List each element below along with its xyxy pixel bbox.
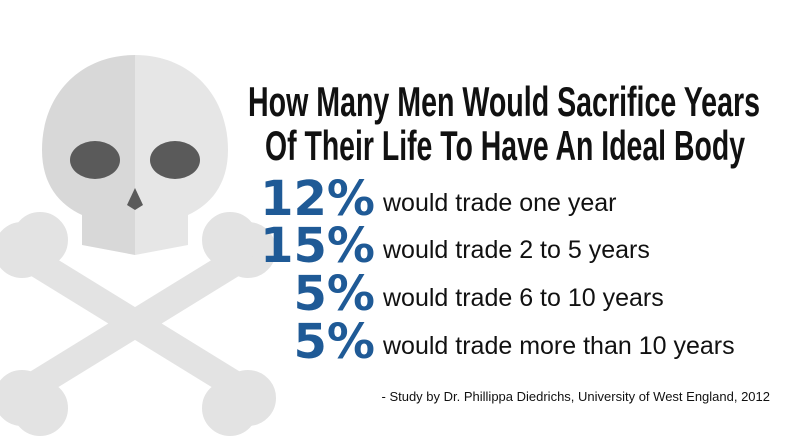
stat-percent: 5%: [294, 314, 376, 370]
title-line: How Many Men Would Sacrifice Years: [248, 78, 760, 125]
stat-text: would trade more than 10 years: [382, 332, 735, 360]
skull-crossbones: [0, 55, 276, 436]
stat-percent: 5%: [294, 266, 376, 322]
stat-text: would trade 2 to 5 years: [382, 236, 650, 264]
stat-percent: 15%: [260, 218, 375, 274]
title-line: Of Their Life To Have An Ideal Body: [265, 122, 745, 169]
stat-text: would trade one year: [382, 189, 616, 217]
source: - Study by Dr. Phillippa Diedrichs, Univ…: [382, 389, 771, 404]
stat-text: would trade 6 to 10 years: [382, 284, 664, 312]
stat-percent: 12%: [260, 171, 375, 227]
